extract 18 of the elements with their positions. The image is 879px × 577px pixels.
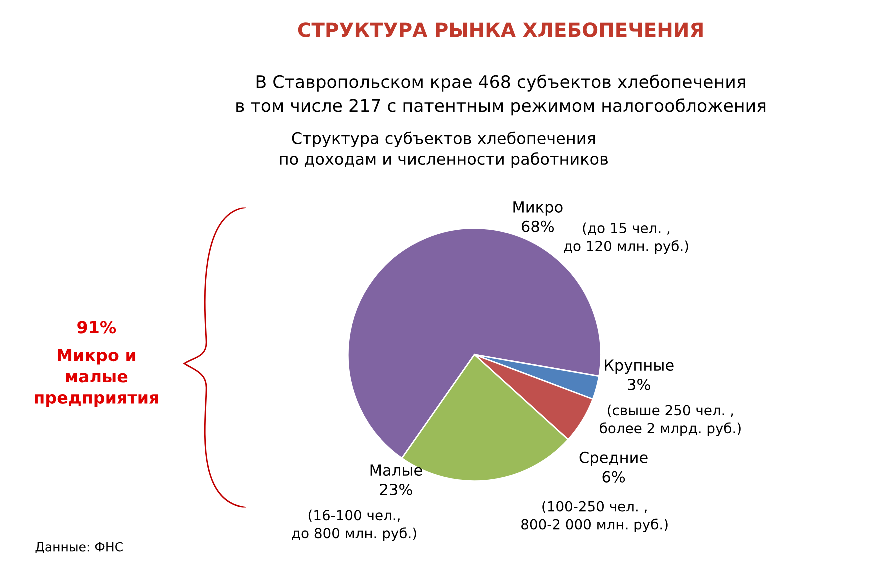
slice-label: Средние xyxy=(580,452,648,466)
text: Структура субъектов хлебопечения по доходам и численности работников xyxy=(280,132,608,168)
text: Микро и малые предприятия xyxy=(35,349,158,408)
chart-subtitle: В Ставропольском крае 468 субъектов хлебопечения в том числе 217 с патентным режимом налогообложения xyxy=(236,74,766,116)
text: Данные: ФНС xyxy=(36,542,123,554)
text: (свыше 250 чел. , более 2 млрд. руб.) xyxy=(600,404,741,436)
text: (100-250 чел. , 800-2 000 млн. руб.) xyxy=(522,501,668,532)
slice-label: Крупные xyxy=(605,360,674,374)
text: (16-100 чел., до 800 млн. руб.) xyxy=(292,510,416,542)
text: 91% xyxy=(78,321,116,334)
data-label: 6% xyxy=(602,471,626,483)
data-label: 3% xyxy=(628,378,650,391)
text: (до 15 чел. , до 120 млн. руб.) xyxy=(564,222,688,254)
slice-label: Микро xyxy=(514,202,563,216)
slice-label: Малые xyxy=(370,464,422,476)
data-label: 68% xyxy=(522,220,554,232)
chart-title: СТРУКТУРА РЫНКА ХЛЕБОПЕЧЕНИЯ xyxy=(298,22,703,38)
data-label: 23% xyxy=(380,484,412,496)
